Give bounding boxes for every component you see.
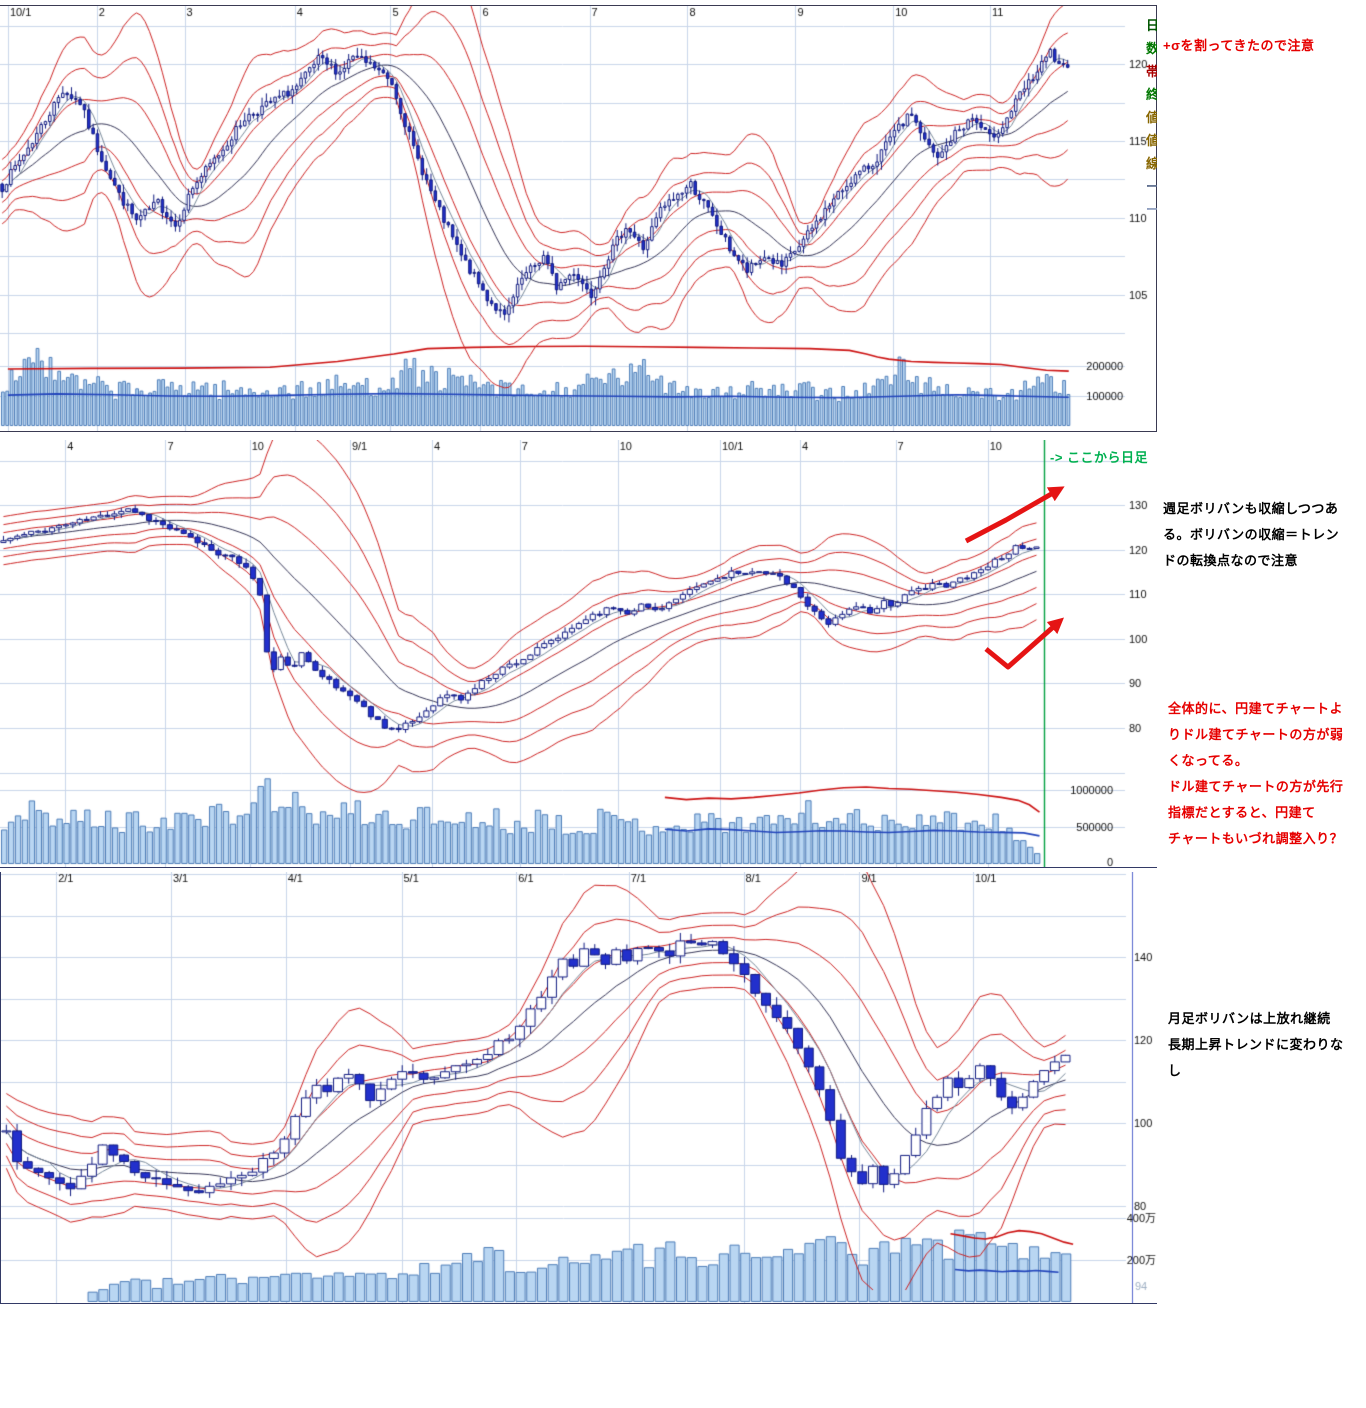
daily-chart-panel: 日数帯終値値線ーー bbox=[0, 5, 1157, 432]
chart2-annotation-black: 週足ボリバンも収縮しつつあ る。ボリバンの収縮＝トレン ドの転換点なので注意 bbox=[1163, 501, 1340, 568]
weekly-chart-panel bbox=[0, 440, 1157, 868]
legend-glyph: 値 bbox=[1146, 110, 1157, 125]
chart2-annotation-red: 全体的に、円建てチャートよ りドル建てチャートの方が弱 くなってる。 ドル建てチ… bbox=[1168, 701, 1344, 846]
chart-legend-strip: 日数帯終値値線ーー bbox=[1146, 14, 1157, 224]
daily-chart-canvas[interactable] bbox=[0, 6, 1155, 431]
legend-glyph: 終 bbox=[1146, 87, 1157, 102]
legend-glyph: 帯 bbox=[1146, 64, 1157, 79]
legend-glyph: 数 bbox=[1146, 41, 1157, 56]
legend-glyph: 線 bbox=[1146, 156, 1157, 171]
monthly-chart-panel bbox=[0, 872, 1157, 1304]
chart2-daily-start-label: -> ここから日足 bbox=[1050, 450, 1149, 465]
chart3-annotation: 月足ボリバンは上放れ継続 長期上昇トレンドに変わりな し bbox=[1168, 1011, 1344, 1078]
legend-glyph: 日 bbox=[1146, 18, 1157, 33]
weekly-chart-canvas[interactable] bbox=[0, 440, 1157, 867]
legend-glyph: ー bbox=[1146, 202, 1157, 217]
chart1-annotation: +σを割ってきたので注意 bbox=[1163, 38, 1315, 53]
monthly-chart-canvas[interactable] bbox=[1, 872, 1157, 1303]
legend-glyph: ー bbox=[1146, 179, 1157, 194]
legend-glyph: 値 bbox=[1146, 133, 1157, 148]
